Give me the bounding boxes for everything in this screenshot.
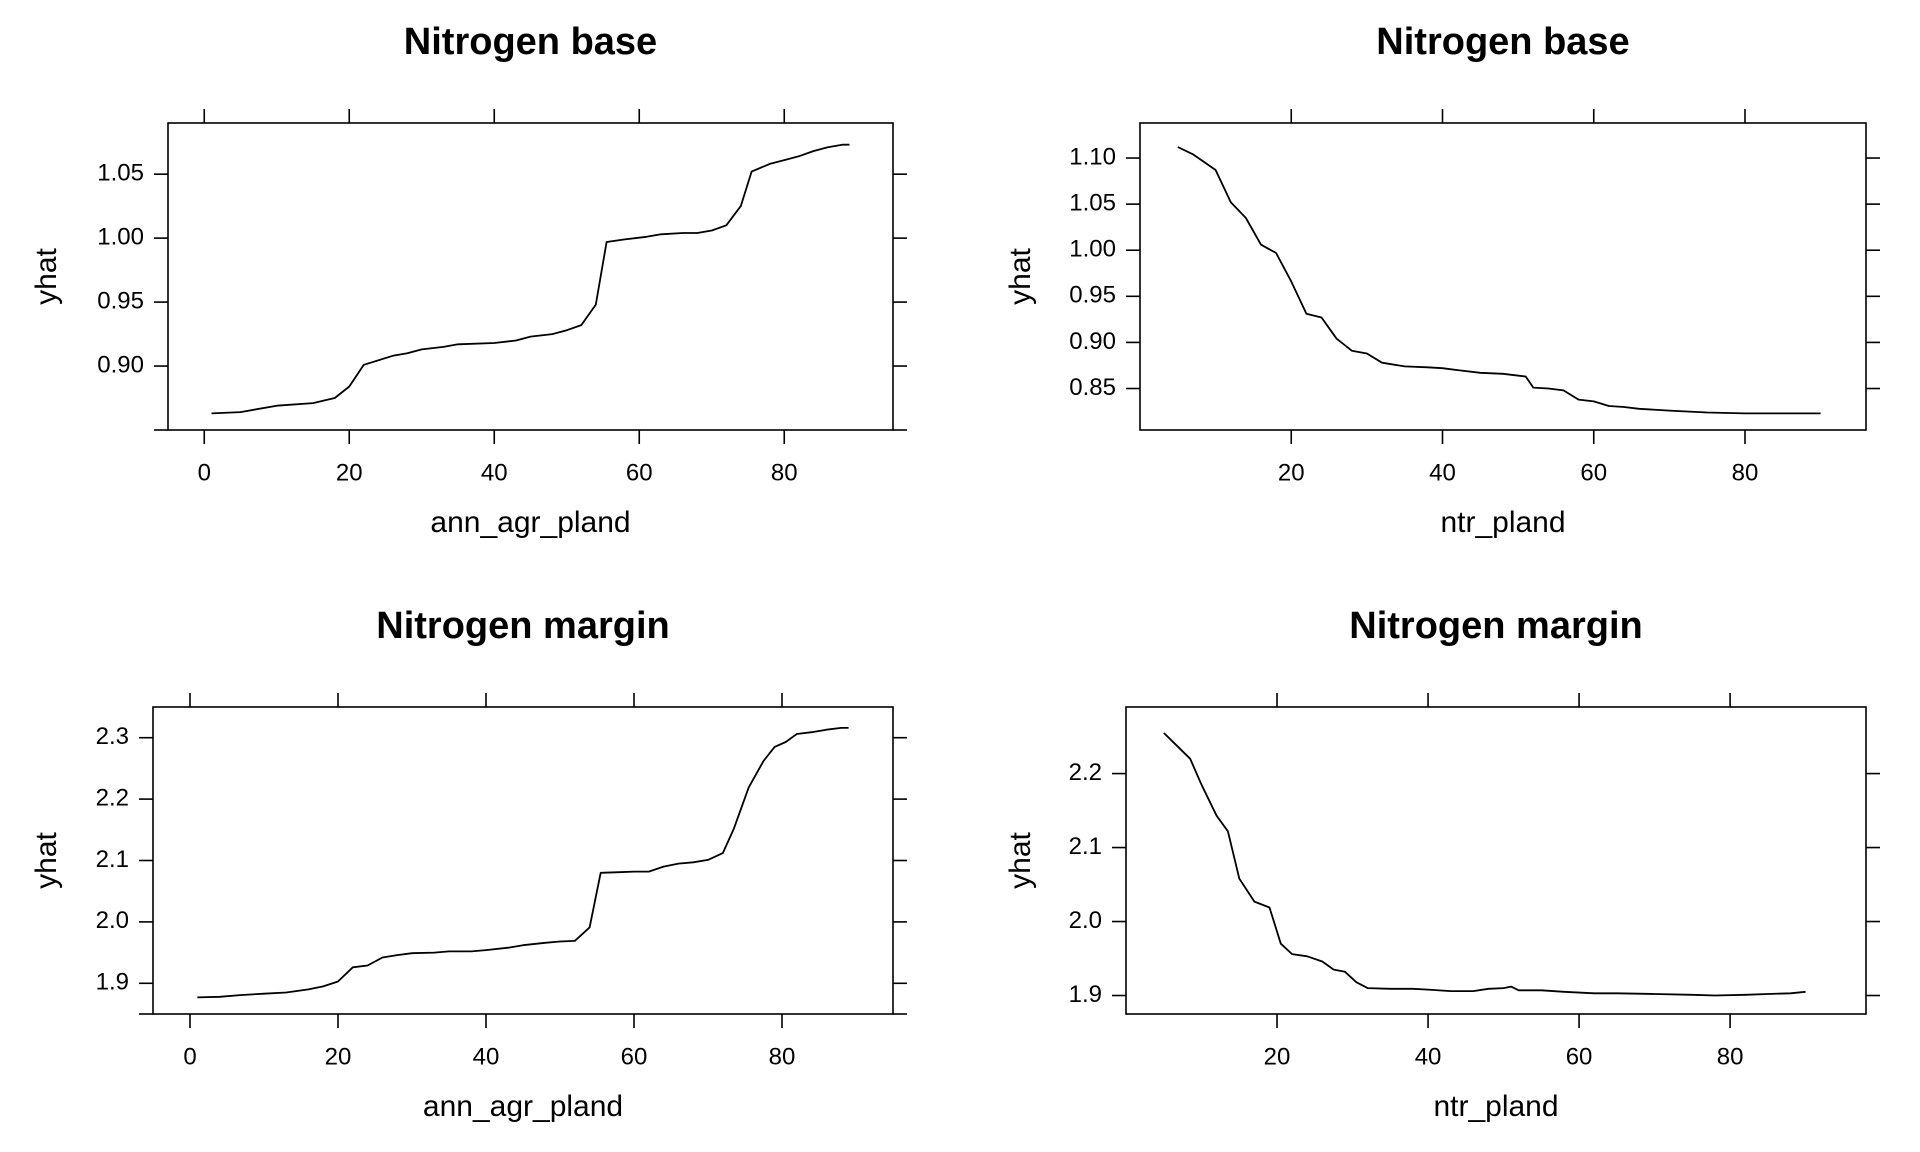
x-tick-label: 20 <box>1278 459 1305 486</box>
plot-frame <box>1125 706 1867 1015</box>
y-tick-label: 1.9 <box>96 969 129 996</box>
x-tick-label: 40 <box>1415 1043 1442 1070</box>
chart-panel-2: Nitrogen base 20 40 60 80 0.85 0.90 0.95 1.00 1.0… <box>1004 21 1880 539</box>
x-tick-label: 80 <box>769 1043 796 1070</box>
y-axis-label: yhat <box>1004 831 1037 888</box>
y-tick-label: 2.0 <box>1069 907 1102 934</box>
y-tick-label: 1.05 <box>97 160 144 187</box>
chart-panel-1: Nitrogen base 0 20 40 60 80 0.90 0.95 1.00 1.05 an… <box>30 21 907 539</box>
x-axis-label: ann_agr_pland <box>423 1090 623 1123</box>
y-axis-label: yhat <box>1004 247 1037 304</box>
y-tick-label: 2.3 <box>96 723 129 750</box>
series-line <box>1163 732 1806 997</box>
plot-frame <box>167 122 894 431</box>
x-tick-label: 20 <box>1264 1043 1291 1070</box>
y-tick-label: 0.85 <box>1069 374 1116 401</box>
x-tick-label: 80 <box>771 459 798 486</box>
x-axis-label: ntr_pland <box>1440 506 1565 539</box>
y-tick-label: 1.10 <box>1069 143 1116 170</box>
x-tick-label: 0 <box>183 1043 196 1070</box>
x-tick-label: 40 <box>1429 459 1456 486</box>
x-tick-label: 80 <box>1717 1043 1744 1070</box>
y-tick-label: 1.00 <box>1069 236 1116 263</box>
x-tick-label: 80 <box>1732 459 1759 486</box>
chart-title: Nitrogen base <box>404 21 657 63</box>
x-tick-label: 40 <box>481 459 508 486</box>
x-axis-label: ntr_pland <box>1433 1090 1558 1123</box>
y-tick-label: 0.95 <box>1069 282 1116 309</box>
x-tick-label: 60 <box>621 1043 648 1070</box>
chart-title: Nitrogen base <box>1376 21 1629 63</box>
series-line <box>1177 146 1821 415</box>
chart-panel-4: Nitrogen margin 20 40 60 80 1.9 2.0 2.1 2.2 ntr_p… <box>1004 605 1880 1123</box>
x-tick-label: 40 <box>473 1043 500 1070</box>
y-tick-label: 2.0 <box>96 907 129 934</box>
series-line <box>211 143 850 415</box>
series-line <box>197 727 849 999</box>
y-tick-label: 1.00 <box>97 223 144 250</box>
x-tick-label: 60 <box>626 459 653 486</box>
plot-frame <box>1139 122 1867 431</box>
y-tick-label: 2.1 <box>1069 833 1102 860</box>
x-tick-label: 60 <box>1580 459 1607 486</box>
y-tick-label: 2.2 <box>96 784 129 811</box>
chart-title: Nitrogen margin <box>1349 605 1642 647</box>
chart-panel-3: Nitrogen margin 0 20 40 60 80 1.9 2.0 2.1 2.2 2.3 a… <box>30 605 907 1123</box>
y-tick-label: 0.90 <box>1069 328 1116 355</box>
chart-title: Nitrogen margin <box>376 605 669 647</box>
x-tick-label: 60 <box>1566 1043 1593 1070</box>
x-tick-label: 0 <box>198 459 211 486</box>
x-axis-label: ann_agr_pland <box>430 506 630 539</box>
x-tick-label: 20 <box>336 459 363 486</box>
y-tick-label: 2.1 <box>96 846 129 873</box>
y-tick-label: 1.05 <box>1069 189 1116 216</box>
y-axis-label: yhat <box>30 831 63 888</box>
y-tick-label: 2.2 <box>1069 759 1102 786</box>
y-axis-label: yhat <box>30 247 63 304</box>
y-tick-label: 1.9 <box>1069 981 1102 1008</box>
y-tick-label: 0.95 <box>97 287 144 314</box>
plot-frame <box>152 706 894 1015</box>
x-tick-label: 20 <box>325 1043 352 1070</box>
y-tick-label: 0.90 <box>97 351 144 378</box>
